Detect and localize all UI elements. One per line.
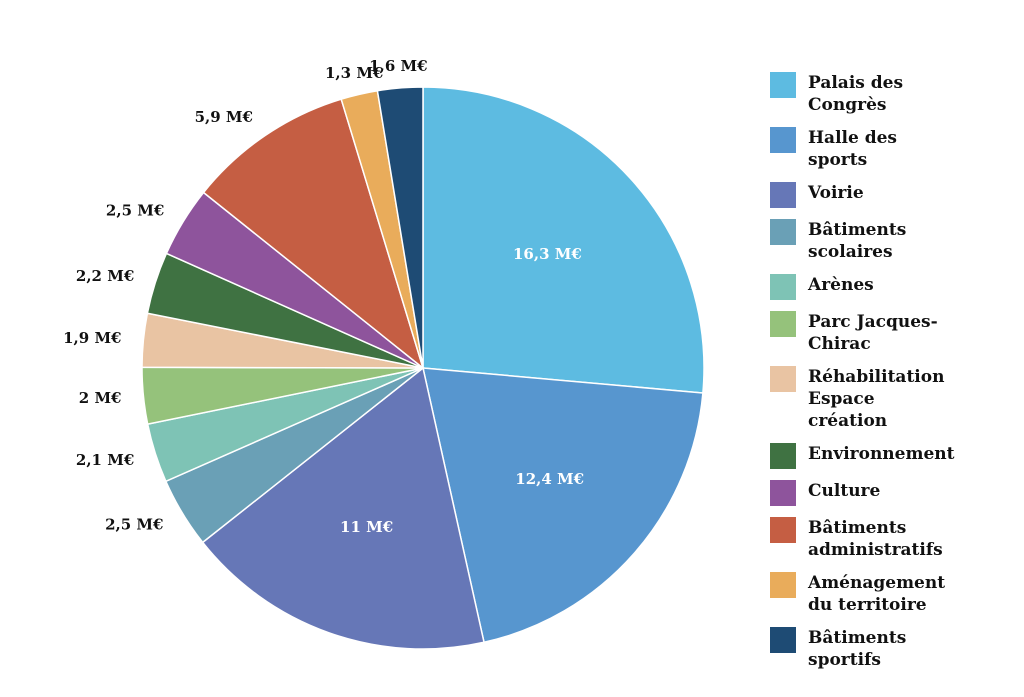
pie-slice bbox=[422, 367, 704, 644]
legend-item: Parc Jacques- Chirac bbox=[770, 311, 998, 355]
legend-swatch bbox=[770, 72, 796, 98]
legend-item: Arènes bbox=[770, 274, 998, 300]
legend-item: Palais des Congrès bbox=[770, 72, 998, 116]
pie-chart: 16,3 M€ 12,4 M€ 11 M€ 2,5 M€ 2,1 M€ 2 M€ 1,9 M… bbox=[63, 57, 705, 650]
legend-label: Bâtiments administratifs bbox=[808, 518, 943, 560]
legend-item: Voirie bbox=[770, 182, 998, 208]
legend-swatch bbox=[770, 627, 796, 653]
legend-swatch bbox=[770, 517, 796, 543]
slice-value-label: 2,2 M€ bbox=[76, 267, 134, 285]
legend-item: Aménagement du territoire bbox=[770, 572, 998, 616]
legend-swatch bbox=[770, 443, 796, 469]
legend-label: Parc Jacques- Chirac bbox=[808, 312, 938, 354]
slice-value-label: 2,1 M€ bbox=[76, 451, 134, 469]
slice-value-label: 2,5 M€ bbox=[106, 201, 164, 219]
legend-item: Bâtiments sportifs bbox=[770, 627, 998, 671]
legend-label: Bâtiments scolaires bbox=[808, 220, 907, 262]
slice-value-label: 1,3 M€ bbox=[325, 64, 383, 82]
slice-value-label: 16,3 M€ bbox=[513, 245, 582, 263]
slice-value-label: 5,9 M€ bbox=[195, 108, 253, 126]
legend-swatch bbox=[770, 572, 796, 598]
legend-swatch bbox=[770, 182, 796, 208]
slice-value-label: 12,4 M€ bbox=[515, 470, 584, 488]
legend-item: Bâtiments scolaires bbox=[770, 219, 998, 263]
legend-swatch bbox=[770, 274, 796, 300]
slice-value-label: 2,5 M€ bbox=[105, 515, 163, 533]
pie-slice bbox=[422, 86, 705, 394]
legend-item: Halle des sports bbox=[770, 127, 998, 171]
pie-slice bbox=[202, 98, 425, 371]
legend-label: Arènes bbox=[808, 275, 874, 295]
slice-value-label: 11 M€ bbox=[340, 518, 393, 536]
legend-item: Environnement bbox=[770, 443, 998, 469]
legend-item: Culture bbox=[770, 480, 998, 506]
legend-label: Voirie bbox=[808, 183, 864, 203]
legend-label: Réhabilitation Espace création bbox=[808, 367, 945, 431]
legend-label: Palais des Congrès bbox=[808, 73, 904, 115]
legend-swatch bbox=[770, 366, 796, 392]
legend: Palais des Congrès Halle des sports Voirie… bbox=[770, 72, 998, 671]
legend-item: Réhabilitation Espace création bbox=[770, 366, 998, 432]
legend-label: Culture bbox=[808, 481, 881, 501]
pie-slice bbox=[376, 86, 424, 369]
legend-label: Aménagement du territoire bbox=[808, 573, 946, 615]
legend-label: Halle des sports bbox=[808, 128, 898, 170]
legend-swatch bbox=[770, 311, 796, 337]
slice-value-label: 2 M€ bbox=[79, 389, 122, 407]
pie-slice bbox=[201, 366, 485, 650]
slice-value-label: 1,6 M€ bbox=[369, 57, 427, 75]
legend-label: Bâtiments sportifs bbox=[808, 628, 907, 670]
legend-swatch bbox=[770, 480, 796, 506]
legend-label: Environnement bbox=[808, 444, 955, 464]
legend-swatch bbox=[770, 127, 796, 153]
slice-value-label: 1,9 M€ bbox=[63, 329, 121, 347]
legend-item: Bâtiments administratifs bbox=[770, 517, 998, 561]
legend-swatch bbox=[770, 219, 796, 245]
